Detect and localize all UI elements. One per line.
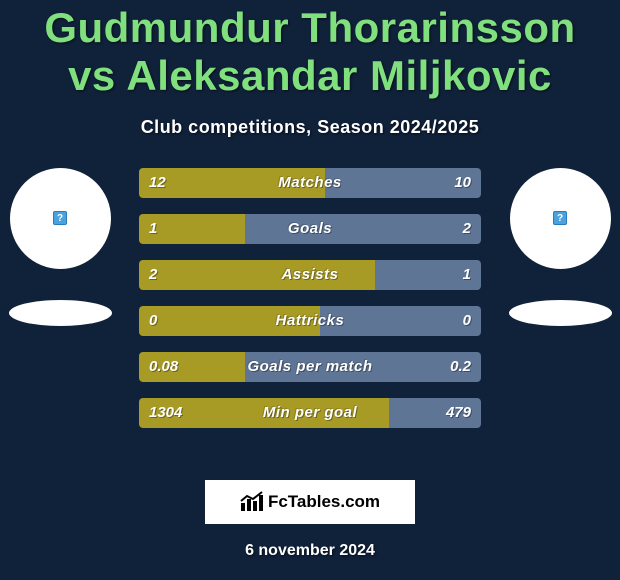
stat-value-left: 1	[149, 214, 157, 244]
player1-avatar-wrap: ?	[5, 168, 115, 326]
player1-avatar: ?	[10, 168, 111, 269]
stat-row: Matches12 10	[139, 168, 481, 198]
logo-chart-icon	[240, 491, 266, 511]
comparison-content: ? ? Matches1210Goals12Assists21Hattricks…	[0, 168, 620, 468]
stat-row: Goals per match0.08 0.2	[139, 352, 481, 382]
stat-label: Goals	[139, 214, 481, 244]
stat-row: Min per goal1304 479	[139, 398, 481, 428]
player2-avatar-wrap: ?	[505, 168, 615, 326]
stat-row: Goals1 2	[139, 214, 481, 244]
stat-label: Matches	[139, 168, 481, 198]
stat-label: Min per goal	[139, 398, 481, 428]
stat-row: Assists2 1	[139, 260, 481, 290]
stat-value-left: 1304	[149, 398, 182, 428]
footer-date: 6 november 2024	[0, 542, 620, 560]
comparison-title: Gudmundur Thorarinsson vs Aleksandar Mil…	[0, 0, 620, 107]
stat-value-right: 0.2	[450, 352, 471, 382]
stat-label: Goals per match	[139, 352, 481, 382]
vs-text: vs	[68, 52, 116, 99]
stat-value-right: 0	[463, 306, 471, 336]
placeholder-icon: ?	[553, 211, 567, 225]
fctables-logo: FcTables.com	[205, 480, 415, 524]
stat-value-left: 12	[149, 168, 166, 198]
stat-value-right: 479	[446, 398, 471, 428]
player1-name: Gudmundur Thorarinsson	[44, 4, 575, 51]
stat-label: Assists	[139, 260, 481, 290]
placeholder-icon: ?	[53, 211, 67, 225]
stat-value-left: 0.08	[149, 352, 178, 382]
stat-value-right: 1	[463, 260, 471, 290]
stat-label: Hattricks	[139, 306, 481, 336]
player2-shadow	[509, 300, 612, 326]
stat-bars: Matches1210Goals12Assists21Hattricks00Go…	[139, 168, 481, 444]
stat-value-right: 2	[463, 214, 471, 244]
player1-shadow	[9, 300, 112, 326]
subtitle: Club competitions, Season 2024/2025	[0, 117, 620, 138]
stat-value-left: 0	[149, 306, 157, 336]
player2-avatar: ?	[510, 168, 611, 269]
stat-value-right: 10	[454, 168, 471, 198]
logo-text: FcTables.com	[268, 492, 380, 511]
stat-value-left: 2	[149, 260, 157, 290]
stat-row: Hattricks0 0	[139, 306, 481, 336]
player2-name: Aleksandar Miljkovic	[126, 52, 552, 99]
